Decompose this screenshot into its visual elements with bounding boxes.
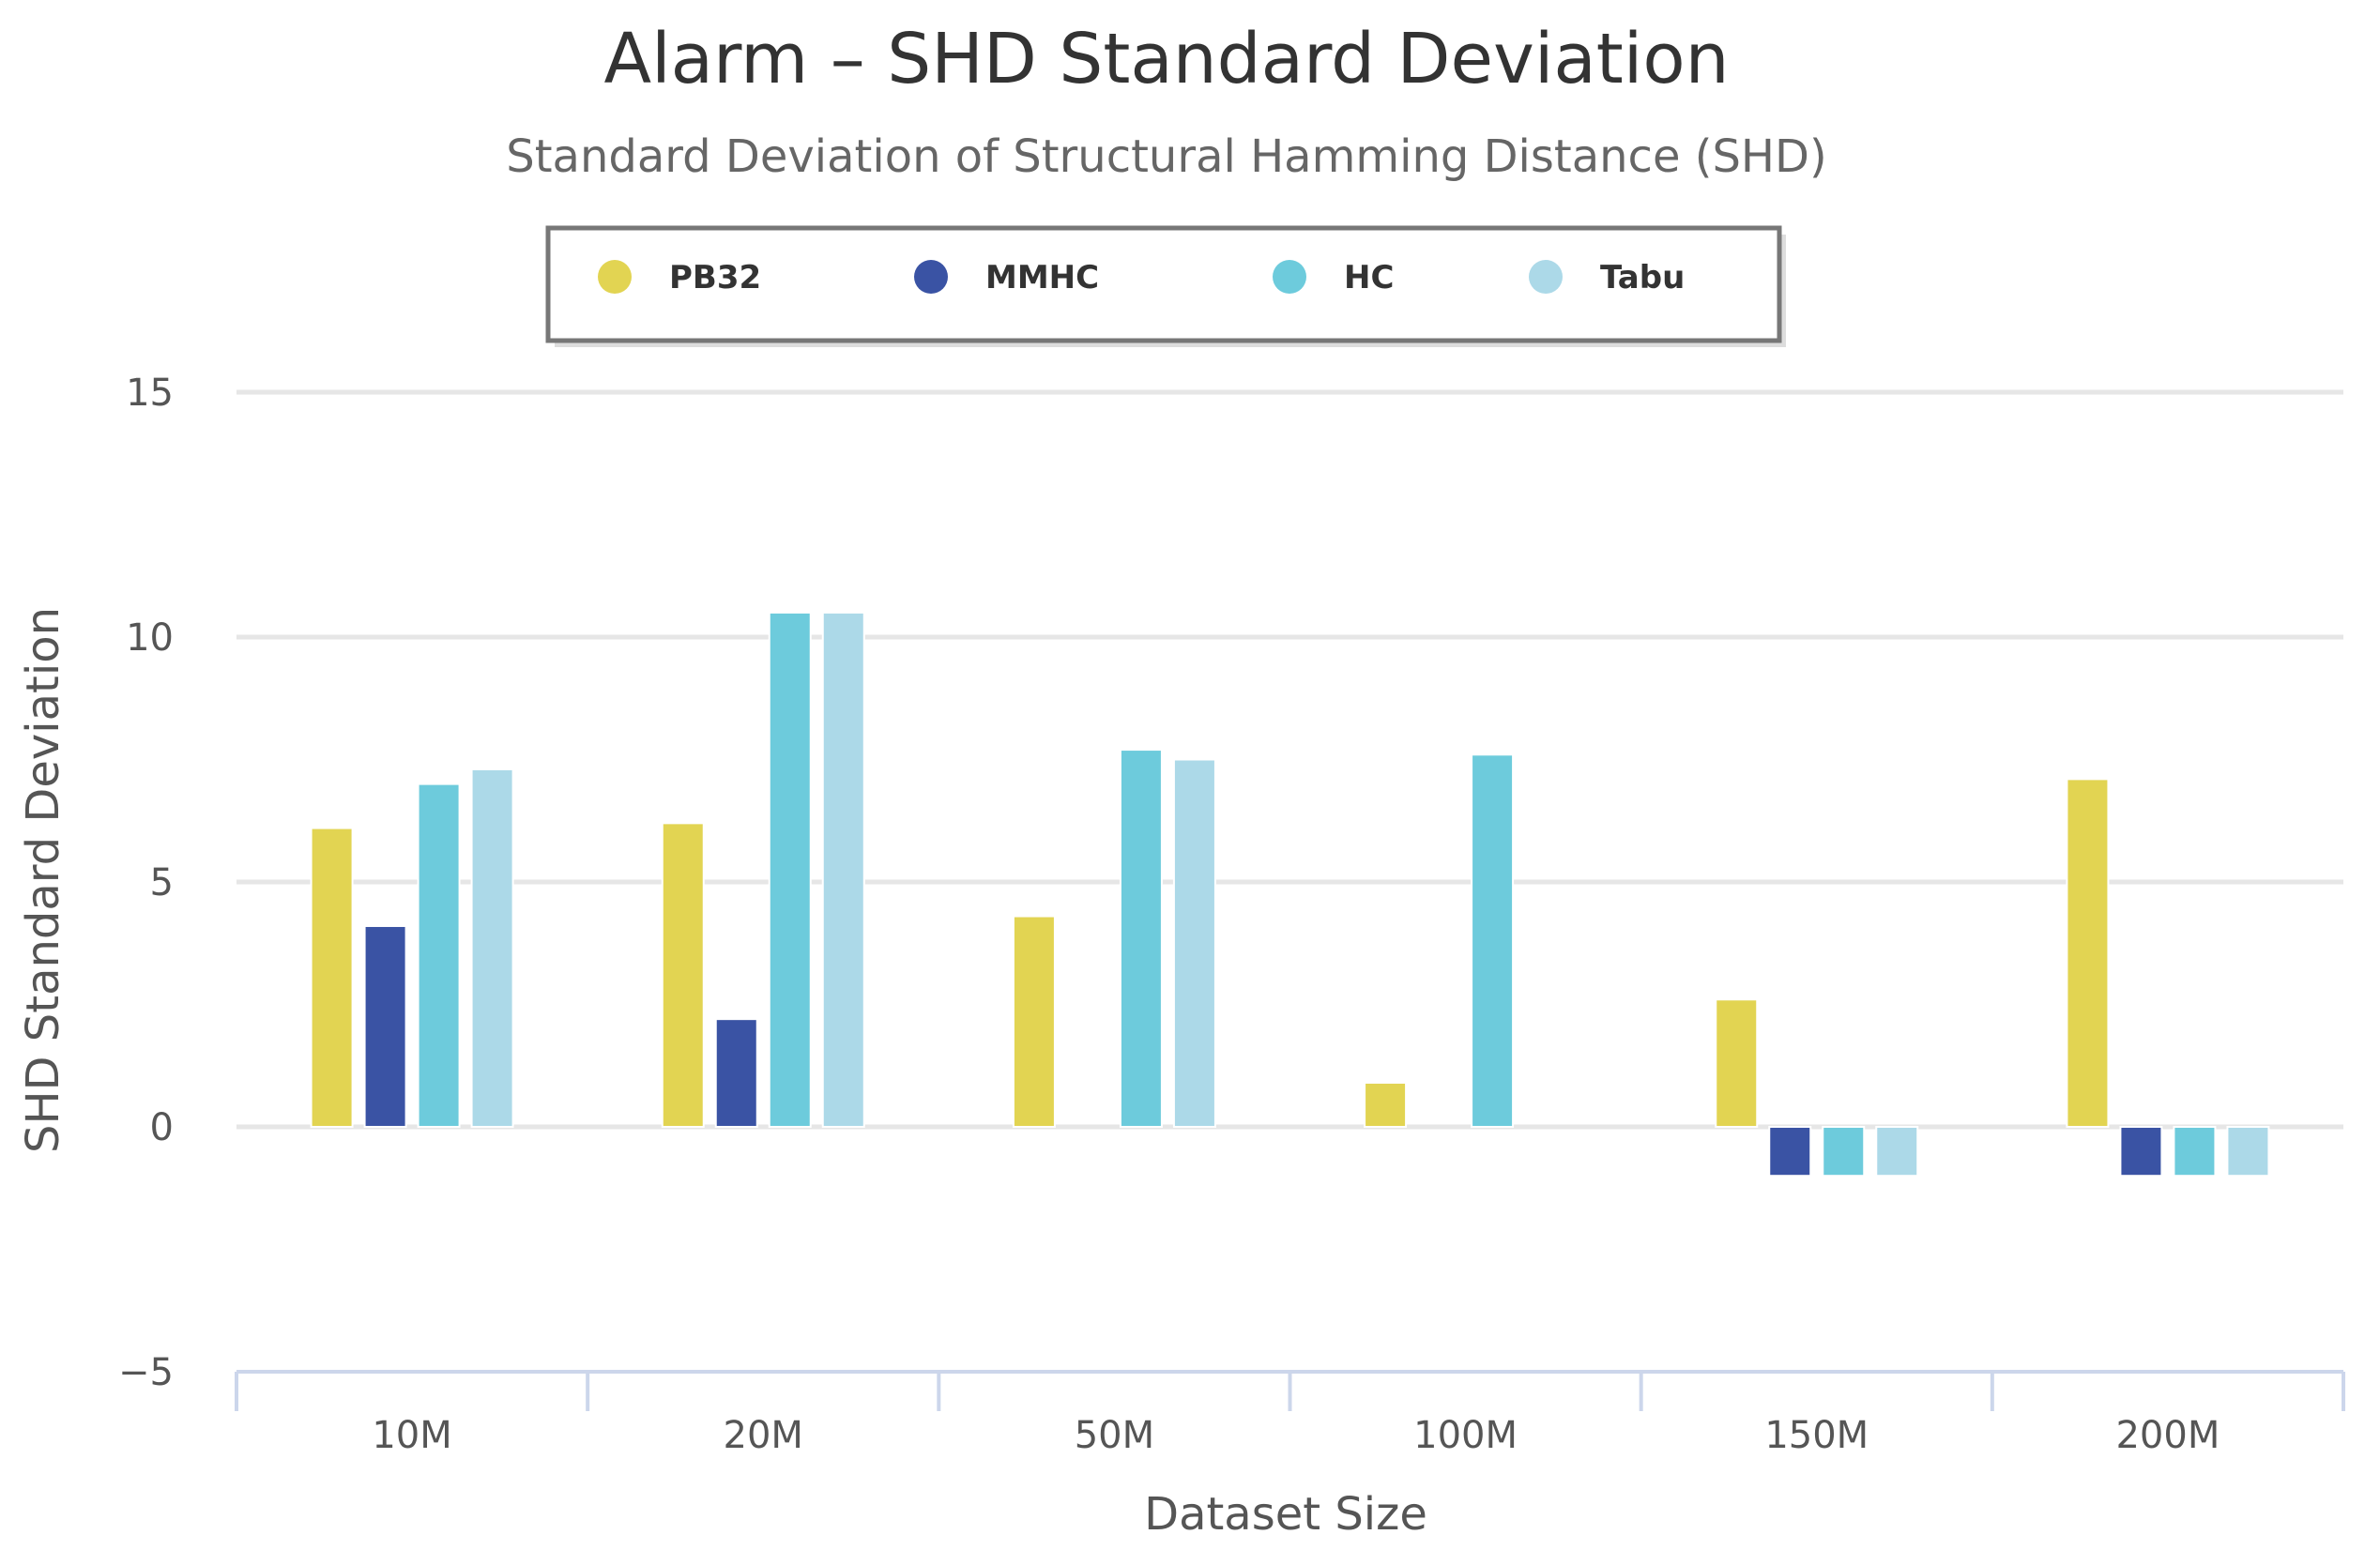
bar-tabu-10m[interactable] xyxy=(470,767,514,1128)
legend-item-hc[interactable]: HC xyxy=(1273,259,1394,296)
legend-label: PB32 xyxy=(669,259,761,296)
legend-item-tabu[interactable]: Tabu xyxy=(1529,259,1685,296)
bar-tabu-200m[interactable] xyxy=(2226,1126,2270,1178)
legend-marker xyxy=(1273,260,1306,294)
chart-title: Alarm – SHD Standard Deviation xyxy=(603,19,1729,99)
bar-mmhc-200m[interactable] xyxy=(2119,1126,2163,1178)
legend-item-pb32[interactable]: PB32 xyxy=(598,259,761,296)
bar-hc-20m[interactable] xyxy=(768,611,812,1128)
bar-hc-50m[interactable] xyxy=(1119,749,1163,1128)
legend: PB32 MMHC HC Tabu xyxy=(545,225,1786,347)
x-tick-label: 200M xyxy=(2115,1414,2220,1457)
bar-mmhc-150m[interactable] xyxy=(1768,1126,1812,1178)
bar-pb32-100m[interactable] xyxy=(1364,1082,1408,1129)
legend-marker xyxy=(914,260,948,294)
bar-tabu-20m[interactable] xyxy=(821,611,865,1128)
y-axis: 15 10 5 0 −5 xyxy=(118,372,174,1394)
legend-label: Tabu xyxy=(1600,259,1685,296)
bar-hc-150m[interactable] xyxy=(1822,1126,1866,1178)
chart-subtitle: Standard Deviation of Structural Hamming… xyxy=(506,130,1826,183)
y-tick-label: 10 xyxy=(126,616,174,660)
legend-box xyxy=(545,225,1782,343)
y-tick-label: −5 xyxy=(118,1351,174,1394)
x-tick-label: 50M xyxy=(1075,1414,1154,1457)
x-tick-label: 100M xyxy=(1413,1414,1518,1457)
legend-marker xyxy=(598,260,632,294)
x-tick-label: 10M xyxy=(372,1414,451,1457)
bar-pb32-50m[interactable] xyxy=(1012,915,1056,1128)
legend-item-mmhc[interactable]: MMHC xyxy=(914,259,1099,296)
x-axis: 10M 20M 50M 100M 150M 200M xyxy=(235,1370,2345,1457)
grid xyxy=(236,389,2343,1130)
x-tick-label: 20M xyxy=(724,1414,803,1457)
bar-pb32-20m[interactable] xyxy=(661,822,705,1128)
bar-hc-10m[interactable] xyxy=(417,783,461,1128)
y-tick-label: 0 xyxy=(150,1106,174,1149)
bar-mmhc-10m[interactable] xyxy=(363,924,407,1128)
bar-mmhc-20m[interactable] xyxy=(714,1018,758,1129)
bar-hc-100m[interactable] xyxy=(1471,753,1515,1129)
bar-pb32-200m[interactable] xyxy=(2066,778,2110,1128)
bar-pb32-150m[interactable] xyxy=(1715,998,1759,1129)
bar-tabu-50m[interactable] xyxy=(1172,758,1216,1128)
legend-label: MMHC xyxy=(985,259,1099,296)
bars xyxy=(310,611,2270,1178)
y-axis-title: SHD Standard Deviation xyxy=(17,607,69,1153)
x-axis-title: Dataset Size xyxy=(1144,1488,1427,1541)
y-tick-label: 15 xyxy=(126,372,174,415)
bar-pb32-10m[interactable] xyxy=(310,827,354,1129)
bar-tabu-150m[interactable] xyxy=(1875,1126,1919,1178)
bar-hc-200m[interactable] xyxy=(2173,1126,2217,1178)
y-tick-label: 5 xyxy=(150,861,174,904)
legend-marker xyxy=(1529,260,1563,294)
x-tick-label: 150M xyxy=(1764,1414,1869,1457)
legend-label: HC xyxy=(1344,259,1394,296)
